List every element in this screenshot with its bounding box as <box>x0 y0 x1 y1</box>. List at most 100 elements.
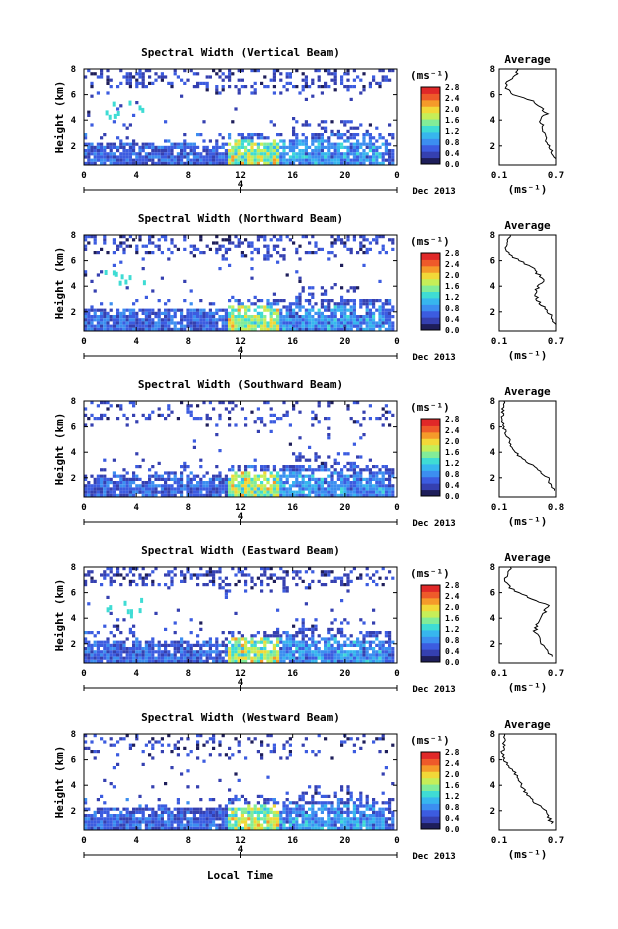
heatmap-cell <box>368 308 372 312</box>
heatmap-cell <box>317 321 321 325</box>
heatmap-cell <box>304 78 308 82</box>
heatmap-cell <box>183 814 187 818</box>
heatmap-cell <box>349 474 353 478</box>
heatmap-cell <box>224 474 228 478</box>
heatmap-cell <box>388 481 392 485</box>
heatmap-cell <box>244 324 248 328</box>
heatmap-cell <box>186 640 190 644</box>
heatmap-cell <box>256 155 260 159</box>
heatmap-cell <box>253 149 257 153</box>
heatmap-cell <box>253 487 257 491</box>
heatmap-cell <box>333 618 337 622</box>
heatmap-cell <box>368 484 372 488</box>
heatmap-cell <box>253 315 257 319</box>
heatmap-cell <box>128 315 132 319</box>
heatmap-cell <box>125 308 129 312</box>
heatmap-cell <box>391 823 395 827</box>
heatmap-cell <box>311 640 315 644</box>
heatmap-cell <box>288 823 292 827</box>
heatmap-cell <box>218 474 222 478</box>
heatmap-cell <box>346 801 350 805</box>
heatmap-cell <box>100 823 104 827</box>
heatmap-cell <box>189 618 193 622</box>
heatmap-cell <box>141 311 145 315</box>
colorbar-tick-label: 2.8 <box>445 581 460 590</box>
heatmap-cell <box>148 251 152 255</box>
heatmap-cell <box>135 659 139 663</box>
heatmap-cell <box>141 308 145 312</box>
heatmap-cell <box>368 647 372 651</box>
heatmap-cell <box>304 85 308 89</box>
heatmap-cell <box>263 423 267 427</box>
heatmap-cell <box>167 318 171 322</box>
heatmap-cell <box>192 474 196 478</box>
heatmap-cell <box>224 804 228 808</box>
heatmap-cell <box>253 321 257 325</box>
heatmap-cell <box>285 410 289 414</box>
heatmap-cell <box>391 308 395 312</box>
heatmap-cell <box>93 490 97 494</box>
heatmap-cell <box>260 650 264 654</box>
heatmap-cell <box>186 477 190 481</box>
x-tick-label: 16 <box>287 337 298 347</box>
heatmap-cell <box>356 640 360 644</box>
heatmap-cell <box>247 481 251 485</box>
heatmap-cell <box>263 567 267 571</box>
heatmap-cell <box>208 573 212 577</box>
heatmap-cell <box>324 487 328 491</box>
heatmap-cell <box>292 820 296 824</box>
heatmap-cell <box>135 820 139 824</box>
heatmap-cell <box>215 155 219 159</box>
heatmap-cell <box>311 308 315 312</box>
heatmap-cell <box>308 820 312 824</box>
heatmap-cell <box>336 321 340 325</box>
heatmap-cell <box>196 640 200 644</box>
heatmap-cell <box>276 490 280 494</box>
heatmap-cell <box>199 493 203 497</box>
heatmap-cell <box>135 653 139 657</box>
colorbar-swatch <box>421 151 440 159</box>
heatmap-cell <box>208 247 212 251</box>
heatmap-cell <box>276 244 280 248</box>
heatmap-cell <box>391 653 395 657</box>
heatmap-cell <box>327 426 331 430</box>
heatmap-cell <box>141 72 145 76</box>
heatmap-cell <box>212 573 216 577</box>
heatmap-cell <box>100 573 104 577</box>
heatmap-cell <box>112 487 116 491</box>
heatmap-cell <box>244 826 248 830</box>
heatmap-cell <box>349 324 353 328</box>
heatmap-cell <box>266 327 270 331</box>
heatmap-cell <box>87 490 91 494</box>
heatmap-cell <box>260 756 264 760</box>
heatmap-cell <box>311 823 315 827</box>
heatmap-cell <box>320 305 324 309</box>
x-tick-label: 12 <box>235 171 246 181</box>
heatmap-cell <box>388 142 392 146</box>
heatmap-cell <box>279 254 283 258</box>
heatmap-cell <box>104 270 108 275</box>
heatmap-cell <box>330 621 334 625</box>
heatmap-cell <box>215 318 219 322</box>
heatmap-cell <box>93 324 97 328</box>
heatmap-cell <box>112 647 116 651</box>
heatmap-cell <box>218 481 222 485</box>
heatmap-cell <box>304 318 308 322</box>
heatmap-cell <box>336 576 340 580</box>
heatmap-cell <box>154 484 158 488</box>
heatmap-cell <box>340 120 344 124</box>
heatmap-cell <box>176 152 180 156</box>
heatmap-cell <box>125 126 129 130</box>
heatmap-cell <box>215 423 219 427</box>
heatmap-cell <box>170 145 174 149</box>
day-marker-label: 4 <box>238 678 244 688</box>
heatmap-cell <box>247 814 251 818</box>
heatmap-cell <box>263 149 267 153</box>
heatmap-cell <box>212 817 216 821</box>
heatmap-cell <box>269 238 273 242</box>
heatmap-cell <box>234 85 238 89</box>
heatmap-cell <box>128 152 132 156</box>
heatmap-cell <box>279 155 283 159</box>
heatmap-cell <box>272 75 276 79</box>
heatmap-cell <box>116 158 120 162</box>
